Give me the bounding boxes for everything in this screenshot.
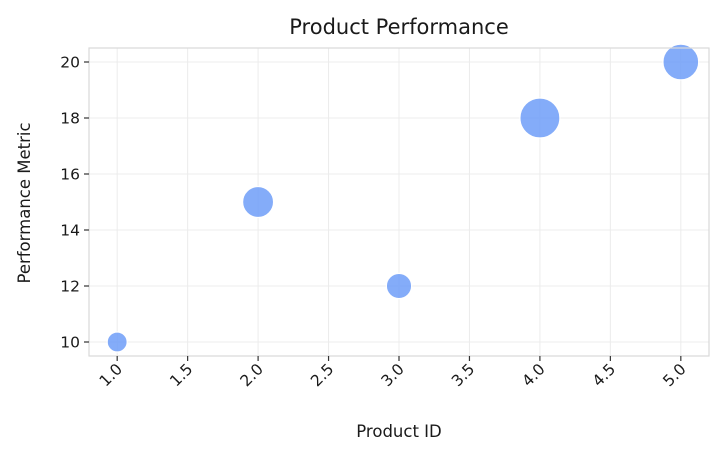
scatter-point — [106, 331, 128, 353]
x-tick-label: 2.0 — [237, 360, 267, 390]
x-tick-label: 4.0 — [519, 360, 549, 390]
y-tick-label: 16 — [60, 166, 80, 184]
data-points — [106, 43, 700, 353]
x-tick-label: 3.0 — [378, 360, 408, 390]
x-tick-label: 3.5 — [448, 360, 478, 390]
y-tick-label: 12 — [60, 278, 80, 296]
x-axis-label: Product ID — [356, 422, 441, 441]
chart-title: Product Performance — [289, 15, 509, 39]
y-tick-label: 14 — [60, 222, 80, 240]
scatter-point — [662, 43, 700, 81]
x-tick-label: 5.0 — [659, 360, 689, 390]
y-axis-label: Performance Metric — [15, 122, 34, 283]
x-tick-label: 1.0 — [96, 360, 126, 390]
x-axis-ticks: 1.0 1.5 2.0 2.5 3.0 3.5 4.0 4.5 5.0 — [96, 356, 690, 390]
x-tick-label: 2.5 — [307, 360, 337, 390]
grid — [89, 48, 709, 356]
scatter-point — [519, 97, 561, 139]
y-tick-label: 10 — [60, 334, 80, 352]
scatter-point — [385, 272, 413, 300]
scatter-point — [241, 185, 275, 219]
y-axis-ticks: 10 12 14 16 18 20 — [60, 54, 89, 352]
x-tick-label: 4.5 — [589, 360, 619, 390]
x-tick-label: 1.5 — [166, 360, 196, 390]
y-tick-label: 18 — [60, 110, 80, 128]
y-tick-label: 20 — [60, 54, 80, 72]
